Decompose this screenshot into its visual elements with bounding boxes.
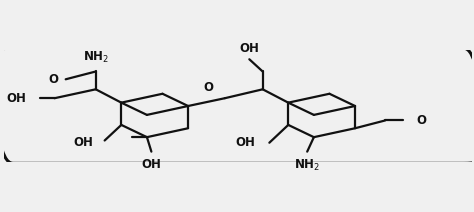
Text: O: O xyxy=(416,114,426,127)
Text: O: O xyxy=(48,73,58,86)
Text: O: O xyxy=(203,81,213,94)
Text: OH: OH xyxy=(7,92,27,105)
Text: OH: OH xyxy=(239,42,259,55)
Text: NH$_2$: NH$_2$ xyxy=(294,158,320,173)
Text: NH$_2$: NH$_2$ xyxy=(83,50,109,65)
Text: OH: OH xyxy=(235,136,255,149)
Text: OH: OH xyxy=(73,136,93,149)
Text: OH: OH xyxy=(141,158,161,171)
